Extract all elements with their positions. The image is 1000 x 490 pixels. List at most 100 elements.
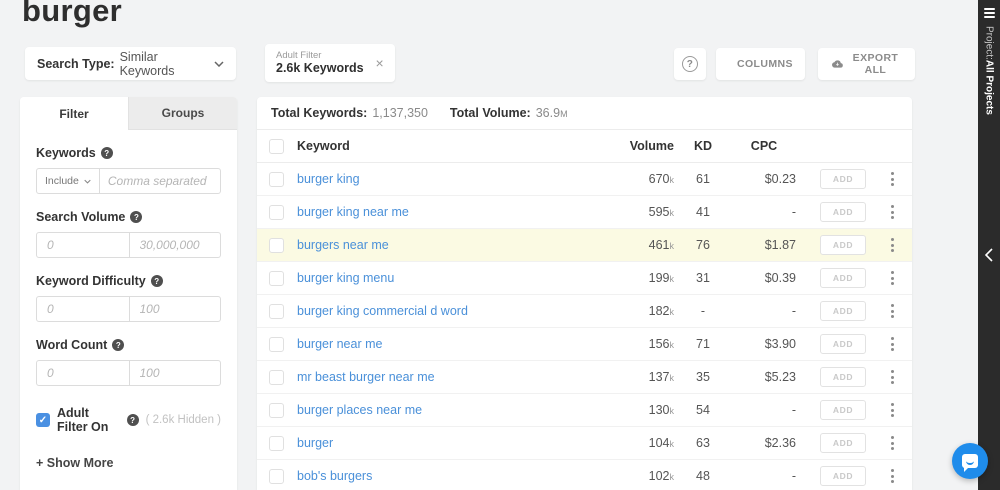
- keyword-link[interactable]: burgers near me: [297, 238, 389, 252]
- kebab-menu-icon[interactable]: [882, 172, 902, 186]
- keyword-difficulty-min-input[interactable]: [37, 297, 129, 321]
- help-icon[interactable]: ?: [126, 414, 139, 426]
- cpc-value: $1.87: [764, 238, 796, 252]
- kd-value: -: [700, 304, 706, 318]
- keyword-difficulty-max-input[interactable]: [128, 297, 220, 321]
- add-button[interactable]: ADD: [820, 466, 866, 486]
- keywords-input[interactable]: [99, 169, 220, 193]
- word-count-min-input[interactable]: [37, 361, 129, 385]
- keyword-link[interactable]: burger king: [297, 172, 360, 186]
- columns-button[interactable]: COLUMNS: [716, 48, 805, 80]
- kebab-menu-icon[interactable]: [882, 304, 902, 318]
- search-volume-min-input[interactable]: [37, 233, 129, 257]
- keyword-link[interactable]: burger: [297, 436, 334, 450]
- show-more-link[interactable]: + Show More: [36, 456, 114, 470]
- keyword-link[interactable]: burger near me: [297, 337, 383, 351]
- volume-value: 137k: [648, 370, 674, 384]
- help-icon[interactable]: ?: [150, 275, 163, 287]
- keyword-link[interactable]: burger king commercial d word: [297, 304, 468, 318]
- include-dropdown-label: Include: [45, 175, 79, 187]
- add-button[interactable]: ADD: [820, 169, 866, 189]
- chat-bubble-icon: [962, 454, 978, 472]
- table-row: burger king 670k 61 $0.23 ADD: [257, 163, 912, 196]
- help-icon[interactable]: ?: [112, 339, 125, 351]
- kebab-menu-icon[interactable]: [882, 238, 902, 252]
- search-volume-max-input[interactable]: [128, 233, 220, 257]
- hamburger-menu-icon[interactable]: [983, 8, 995, 18]
- kebab-menu-icon[interactable]: [882, 271, 902, 285]
- chat-launcher-button[interactable]: [952, 443, 988, 479]
- project-selector[interactable]: Project:All Projects: [984, 26, 995, 115]
- kd-value: 71: [696, 337, 710, 351]
- row-checkbox[interactable]: [269, 468, 284, 484]
- keyword-link[interactable]: mr beast burger near me: [297, 370, 435, 384]
- row-checkbox[interactable]: [269, 270, 284, 286]
- add-button[interactable]: ADD: [820, 400, 866, 420]
- row-checkbox[interactable]: [269, 204, 284, 220]
- add-button[interactable]: ADD: [820, 301, 866, 321]
- column-header-kd: KD: [693, 139, 713, 153]
- kebab-menu-icon[interactable]: [882, 436, 902, 450]
- table-row: burger 104k 63 $2.36 ADD: [257, 427, 912, 460]
- row-checkbox[interactable]: [269, 336, 284, 352]
- row-checkbox[interactable]: [269, 237, 284, 253]
- row-checkbox[interactable]: [269, 303, 284, 319]
- chevron-left-icon[interactable]: [985, 248, 993, 262]
- add-button[interactable]: ADD: [820, 433, 866, 453]
- include-dropdown[interactable]: Include: [37, 169, 100, 193]
- project-label: Project:: [983, 26, 995, 60]
- total-volume-label: Total Volume:: [449, 106, 531, 120]
- add-button[interactable]: ADD: [820, 334, 866, 354]
- chevron-down-icon: [84, 179, 91, 184]
- help-button[interactable]: ?: [674, 48, 706, 80]
- tab-filter[interactable]: Filter: [20, 97, 128, 130]
- kebab-menu-icon[interactable]: [882, 403, 902, 417]
- table-row: burger near me 156k 71 $3.90 ADD: [257, 328, 912, 361]
- volume-value: 199k: [648, 271, 674, 285]
- cpc-value: -: [791, 304, 796, 318]
- cpc-value: $2.36: [764, 436, 796, 450]
- kebab-menu-icon[interactable]: [882, 205, 902, 219]
- row-checkbox[interactable]: [269, 369, 284, 385]
- export-all-button[interactable]: EXPORT ALL: [818, 48, 915, 80]
- cpc-value: -: [791, 403, 796, 417]
- volume-value: 670k: [648, 172, 674, 186]
- volume-value: 461k: [648, 238, 674, 252]
- table-header-row: Keyword Volume KD CPC: [257, 130, 912, 163]
- table-row: burger king near me 595k 41 - ADD: [257, 196, 912, 229]
- help-icon[interactable]: ?: [130, 211, 143, 223]
- adult-filter-chip: Adult Filter 2.6k Keywords ×: [265, 44, 395, 82]
- add-button[interactable]: ADD: [820, 268, 866, 288]
- total-keywords-value: 1,137,350: [372, 106, 428, 120]
- word-count-max-input[interactable]: [128, 361, 220, 385]
- row-checkbox[interactable]: [269, 435, 284, 451]
- search-type-dropdown[interactable]: Search Type: Similar Keywords: [25, 47, 236, 80]
- volume-value: 130k: [648, 403, 674, 417]
- column-header-keyword: Keyword: [297, 139, 350, 153]
- keyword-link[interactable]: burger places near me: [297, 403, 423, 417]
- add-button[interactable]: ADD: [820, 202, 866, 222]
- help-icon[interactable]: ?: [100, 147, 113, 159]
- keyword-link[interactable]: bob's burgers: [297, 469, 373, 483]
- kebab-menu-icon[interactable]: [882, 370, 902, 384]
- close-icon[interactable]: ×: [375, 55, 384, 71]
- select-all-checkbox[interactable]: [269, 138, 284, 154]
- keyword-link[interactable]: burger king near me: [297, 205, 409, 219]
- tab-groups[interactable]: Groups: [128, 97, 237, 130]
- kebab-menu-icon[interactable]: [882, 337, 902, 351]
- row-checkbox[interactable]: [269, 171, 284, 187]
- table-row: burger king commercial d word 182k - - A…: [257, 295, 912, 328]
- kd-value: 31: [696, 271, 710, 285]
- kebab-menu-icon[interactable]: [882, 469, 902, 483]
- table-row: burgers near me 461k 76 $1.87 ADD: [257, 229, 912, 262]
- table-row: burger places near me 130k 54 - ADD: [257, 394, 912, 427]
- adult-filter-checkbox[interactable]: ✓: [36, 413, 50, 427]
- adult-filter-chip-value: 2.6k Keywords: [276, 61, 364, 76]
- add-button[interactable]: ADD: [820, 235, 866, 255]
- row-checkbox[interactable]: [269, 402, 284, 418]
- sidebar-tabs: Filter Groups: [20, 97, 237, 130]
- keyword-link[interactable]: burger king menu: [297, 271, 395, 285]
- add-button[interactable]: ADD: [820, 367, 866, 387]
- keywords-table: Total Keywords: 1,137,350 Total Volume: 36…: [257, 97, 912, 490]
- cloud-download-icon: [832, 60, 843, 68]
